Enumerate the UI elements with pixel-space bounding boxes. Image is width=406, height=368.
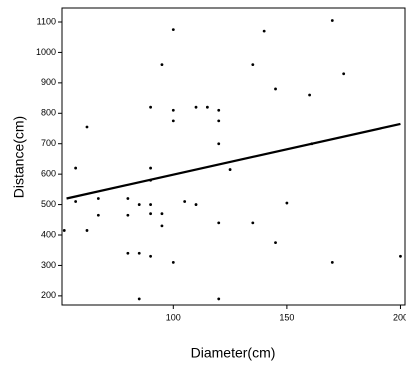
point [149,166,152,170]
point [274,241,277,245]
point [217,297,221,301]
point [217,142,221,146]
point [149,105,152,109]
point [217,221,221,225]
y-tick-label: 300 [41,260,56,270]
point [217,119,221,123]
point [126,251,130,255]
point [183,200,187,203]
point [205,105,209,109]
point [285,201,289,205]
point [149,212,152,216]
point [171,28,175,32]
point [399,254,402,258]
point [62,229,66,232]
point [251,63,255,67]
y-tick-label: 1100 [37,16,56,26]
point [85,125,89,129]
point [274,87,277,91]
point [160,63,164,67]
point [251,221,255,225]
point [126,213,130,217]
x-axis-title: Diameter(cm) [191,345,276,361]
point [74,166,78,170]
point [149,203,152,206]
point [74,200,78,203]
point [330,19,334,22]
y-tick-label: 500 [41,199,56,209]
point [96,197,100,200]
regression-line [66,122,401,200]
y-tick-label: 700 [41,138,56,148]
y-tick-label: 600 [41,169,56,179]
point [194,203,198,206]
y-tick-label: 1000 [36,47,56,57]
point [228,168,232,171]
point [149,254,152,258]
y-axis-title: Distance(cm) [11,116,27,198]
point [137,203,141,206]
point [126,197,130,200]
plot-frame [61,7,406,306]
point [171,119,175,123]
point [137,251,141,255]
point [308,93,311,97]
x-tick-label: 100 [166,312,181,322]
point [194,105,198,109]
point [137,297,141,301]
point [160,212,164,216]
point [217,108,221,112]
y-tick-label: 400 [41,229,56,239]
point [262,29,266,33]
point [160,224,164,228]
point [171,260,175,264]
y-tick-label: 800 [41,108,56,118]
point [342,72,346,76]
y-tick-label: 900 [41,77,56,87]
x-tick-label: 150 [279,312,294,322]
point [96,213,100,217]
point [330,260,334,264]
x-tick-label: 200 [393,312,406,322]
point [85,229,89,232]
y-tick-label: 200 [41,290,56,300]
point [171,108,175,112]
